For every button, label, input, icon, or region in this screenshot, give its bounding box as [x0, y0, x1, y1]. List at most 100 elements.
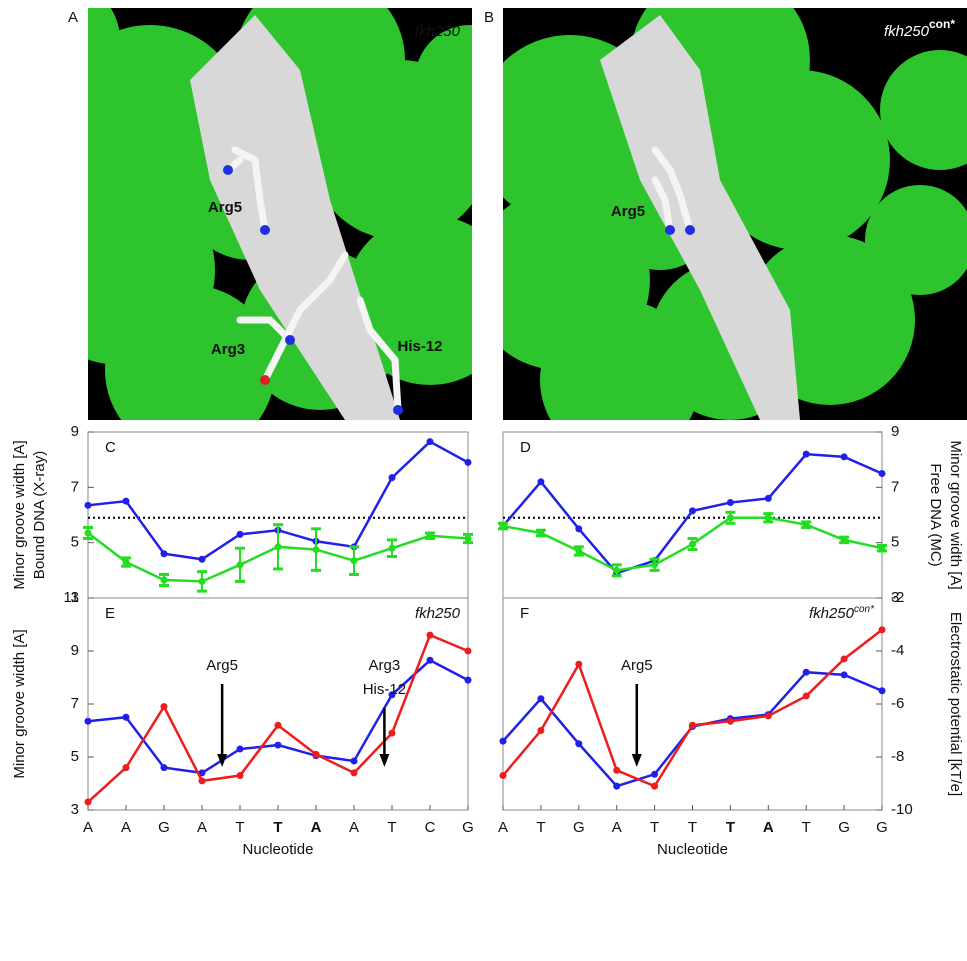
- panel-label: A: [68, 9, 78, 26]
- point: [878, 544, 886, 552]
- atom: [685, 225, 695, 235]
- x-tick-label: A: [498, 819, 508, 836]
- point: [613, 782, 621, 790]
- point: [274, 721, 282, 729]
- note-main: fkh250: [415, 605, 461, 622]
- axis-label: Free DNA (MC): [927, 463, 944, 566]
- series-line: [87, 633, 469, 803]
- x-tick-label: A: [763, 819, 774, 836]
- panel-note: fkh250con*: [809, 604, 875, 622]
- point: [613, 566, 621, 574]
- point: [122, 558, 130, 566]
- minor-groove: [190, 15, 400, 420]
- dna-surface: [88, 8, 120, 94]
- x-tick-label: T: [387, 819, 396, 836]
- point: [575, 525, 583, 533]
- point: [122, 497, 130, 505]
- point: [426, 656, 434, 664]
- point: [350, 557, 358, 565]
- point: [575, 547, 583, 555]
- plot-frame: [502, 431, 883, 599]
- point: [274, 741, 282, 749]
- annotation: Arg5: [206, 657, 238, 674]
- y-tick-label: 5: [71, 748, 79, 765]
- x-tick-label: T: [688, 819, 697, 836]
- point: [464, 647, 472, 655]
- y2-tick-label: -2: [891, 589, 904, 606]
- point: [651, 770, 659, 778]
- point: [575, 660, 583, 668]
- point: [388, 474, 396, 482]
- x-tick-label: T: [802, 819, 811, 836]
- series-line: [87, 658, 469, 775]
- minor-groove: [600, 15, 800, 420]
- atom: [665, 225, 675, 235]
- point: [689, 507, 696, 515]
- panel-note: fkh250: [415, 605, 461, 622]
- point: [388, 729, 396, 737]
- point: [499, 737, 507, 745]
- residue-stick: [651, 146, 694, 234]
- x-tick-label: T: [536, 819, 545, 836]
- point: [84, 717, 92, 725]
- point: [464, 676, 472, 684]
- point: [84, 798, 92, 806]
- residue-stick: [231, 146, 269, 234]
- title-sup: con*: [929, 17, 955, 31]
- y-tick-label: 7: [71, 478, 79, 495]
- point: [802, 668, 810, 676]
- annotation: Arg3: [369, 657, 401, 674]
- axis-label: Bound DNA (X-ray): [31, 451, 48, 579]
- point: [426, 438, 434, 446]
- series-line: [502, 628, 883, 788]
- dna-surface: [105, 285, 275, 420]
- point: [840, 671, 848, 679]
- residue-label: His-12: [397, 338, 442, 355]
- point: [388, 691, 396, 699]
- point: [160, 764, 168, 772]
- point: [537, 529, 545, 537]
- point: [84, 529, 92, 537]
- dna-surface: [880, 50, 967, 170]
- point: [499, 522, 507, 530]
- dna-surface: [710, 70, 890, 250]
- point: [840, 453, 848, 461]
- x-tick-label: A: [197, 819, 207, 836]
- panel-label: F: [520, 605, 529, 622]
- residue-label: Arg3: [211, 341, 245, 358]
- point: [689, 540, 696, 548]
- y2-tick-label: -8: [891, 748, 904, 765]
- point: [236, 745, 244, 753]
- axis-label: Minor groove width [A]: [947, 440, 964, 589]
- molecule-panel: [88, 8, 472, 420]
- point: [802, 692, 810, 700]
- point: [651, 782, 659, 790]
- point: [236, 772, 244, 780]
- atom: [285, 335, 295, 345]
- y-tick-label: 3: [71, 589, 79, 606]
- y2-tick-label: -6: [891, 695, 904, 712]
- plot-frame: [87, 431, 469, 599]
- point: [878, 626, 886, 634]
- y-tick-label: 3: [891, 589, 899, 606]
- point: [84, 501, 92, 509]
- point: [388, 544, 396, 552]
- point: [122, 713, 130, 721]
- point: [198, 769, 206, 777]
- note-sup: con*: [854, 604, 875, 615]
- x-tick-label: G: [158, 819, 170, 836]
- x-tick-label: T: [726, 819, 735, 836]
- point: [464, 458, 472, 466]
- point: [350, 769, 358, 777]
- x-tick-label: A: [121, 819, 131, 836]
- point: [764, 712, 772, 720]
- x-tick-label: G: [838, 819, 850, 836]
- point: [499, 772, 507, 780]
- x-tick-label: T: [273, 819, 282, 836]
- point: [726, 499, 734, 507]
- point: [464, 535, 472, 543]
- y-tick-label: 9: [71, 423, 79, 440]
- x-tick-label: A: [349, 819, 359, 836]
